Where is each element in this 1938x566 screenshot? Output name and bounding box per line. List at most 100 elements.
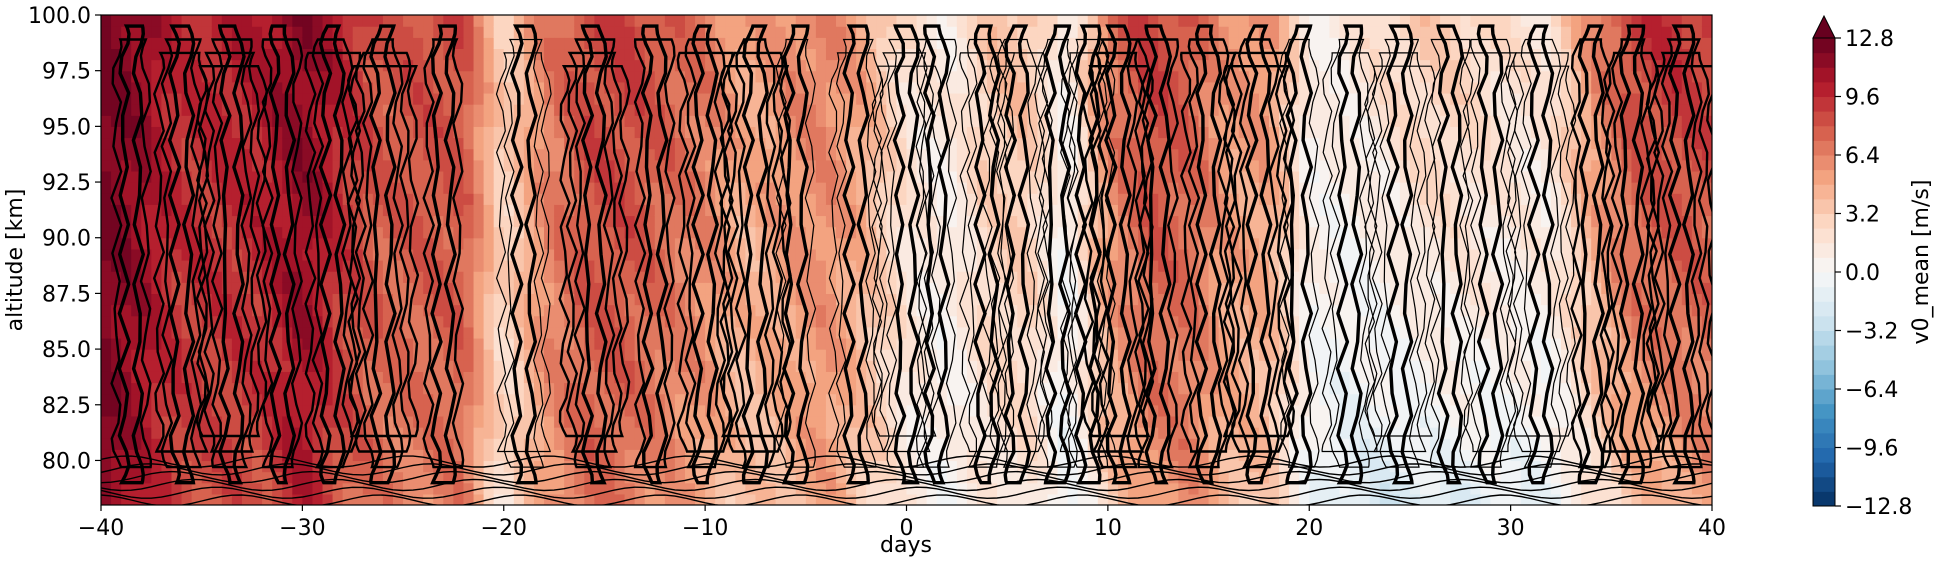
heatmap-cell [1128,81,1139,94]
heatmap-cell [876,204,887,217]
heatmap-cell [896,193,908,205]
heatmap-cell [181,104,193,116]
heatmap-cell [624,482,636,495]
heatmap-cell [785,360,797,372]
heatmap-cell [503,360,515,372]
heatmap-cell [856,404,867,417]
heatmap-cell [372,15,384,27]
heatmap-cell [966,404,978,417]
heatmap-cell [292,237,303,250]
heatmap-cell [755,449,767,462]
heatmap-cell [1178,170,1190,183]
heatmap-cell [604,482,616,495]
heatmap-cell [1138,282,1149,295]
heatmap-cell [463,148,475,161]
heatmap-cell [684,371,696,384]
heatmap-cell [1178,438,1190,450]
heatmap-cell [1178,271,1190,283]
heatmap-cell [453,271,465,283]
heatmap-cell [886,415,898,428]
heatmap-cell [966,170,978,183]
heatmap-cell [1178,326,1190,339]
heatmap-cell [161,104,173,116]
heatmap-cell [1208,427,1220,439]
heatmap-cell [443,170,455,183]
heatmap-cell [302,193,314,205]
heatmap-cell [1218,482,1230,495]
heatmap-cell [1208,226,1220,239]
heatmap-cell [574,337,585,350]
heatmap-cell [765,37,777,50]
heatmap-cell [1067,204,1079,217]
heatmap-cell [211,215,223,228]
heatmap-cell [1097,170,1109,183]
heatmap-cell [1208,282,1220,295]
heatmap-cell [705,248,716,261]
heatmap-cell [1117,182,1129,194]
heatmap-cell [443,493,455,505]
heatmap-cell [111,59,122,72]
heatmap-cell [795,260,807,272]
heatmap-cell [523,48,535,61]
heatmap-cell [554,15,565,27]
heatmap-cell [825,148,837,161]
heatmap-cell [423,337,434,350]
heatmap-cell [231,360,243,372]
heatmap-cell [1128,449,1139,462]
heatmap-cell [241,415,253,428]
heatmap-cell [876,248,887,261]
heatmap-cell [201,260,213,272]
heatmap-cell [463,438,475,450]
heatmap-cell [231,104,243,116]
heatmap-cell [292,215,303,228]
heatmap-cell [312,170,324,183]
heatmap-cell [856,26,867,38]
heatmap-cell [211,393,223,406]
heatmap-cell [765,260,777,272]
heatmap-cell [886,15,898,27]
heatmap-cell [765,482,777,495]
heatmap-cell [745,48,757,61]
heatmap-cell [695,349,706,361]
heatmap-cell [493,237,505,250]
heatmap-cell [956,226,968,239]
heatmap-cell [876,326,887,339]
heatmap-cell [111,226,122,239]
heatmap-cell [221,293,233,306]
heatmap-cell [272,493,283,505]
heatmap-cell [1218,293,1230,306]
heatmap-cell [634,371,646,384]
heatmap-cell [624,427,636,439]
heatmap-cell [705,204,716,217]
heatmap-cell [262,404,273,417]
heatmap-cell [382,304,394,317]
heatmap-cell [282,70,293,83]
heatmap-cell [282,15,293,27]
heatmap-cell [956,193,968,205]
heatmap-cell [1067,371,1079,384]
heatmap-cell [936,460,948,473]
heatmap-cell [423,37,434,50]
heatmap-cell [1017,438,1028,450]
heatmap-cell [413,26,424,38]
heatmap-cell [815,360,827,372]
heatmap-cell [211,493,223,505]
heatmap-cell [795,315,807,328]
heatmap-cell [825,260,837,272]
heatmap-cell [1007,326,1018,339]
heatmap-cell [443,382,455,395]
heatmap-cell [211,226,223,239]
heatmap-cell [1158,15,1169,27]
heatmap-cell [1007,482,1018,495]
heatmap-cell [161,170,173,183]
heatmap-cell [332,92,344,105]
heatmap-cell [131,404,142,417]
heatmap-cell [594,126,606,139]
heatmap-cell [272,37,283,50]
heatmap-cell [976,337,988,350]
heatmap-cell [292,226,303,239]
heatmap-cell [121,115,132,127]
heatmap-cell [654,337,666,350]
heatmap-cell [362,126,374,139]
heatmap-cell [1188,48,1200,61]
